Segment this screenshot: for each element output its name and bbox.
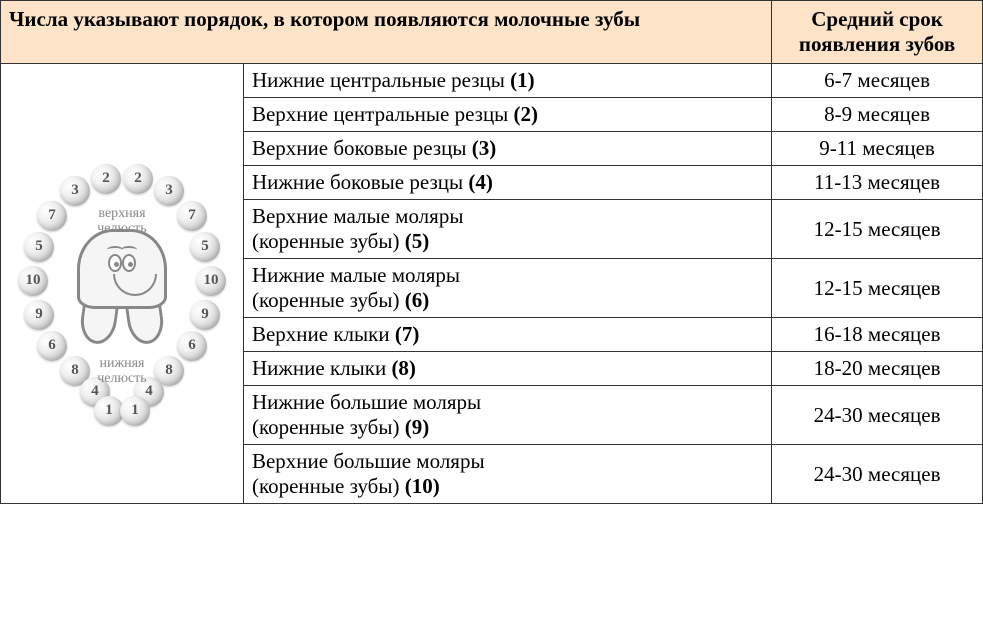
timing-cell: 11-13 месяцев — [772, 166, 983, 200]
tooth-icon — [67, 229, 177, 349]
lower-jaw-label: нижняячелюсть — [12, 356, 232, 387]
header-right: Средний срок появления зубов — [772, 1, 983, 64]
tooth-name-cell: Нижние малые моляры(коренные зубы) (6) — [243, 259, 771, 318]
tooth-number: (7) — [395, 322, 420, 346]
tooth-number: (5) — [405, 229, 430, 253]
tooth-name-cell: Верхние малые моляры(коренные зубы) (5) — [243, 200, 771, 259]
tooth-sub: (коренные зубы) — [252, 229, 399, 253]
timing-cell: 8-9 месяцев — [772, 98, 983, 132]
tooth-name-cell: Нижние клыки (8) — [243, 352, 771, 386]
tooth-name-cell: Нижние боковые резцы (4) — [243, 166, 771, 200]
tooth-number: (3) — [472, 136, 497, 160]
diagram-cell: 2233775510109966884411верхняячелюстьнижн… — [1, 64, 244, 504]
timing-cell: 9-11 месяцев — [772, 132, 983, 166]
order-bubble: 10 — [196, 266, 226, 296]
tooth-name-cell: Верхние большие моляры(коренные зубы) (1… — [243, 445, 771, 504]
tooth-sub: (коренные зубы) — [252, 474, 399, 498]
timing-cell: 16-18 месяцев — [772, 318, 983, 352]
order-bubble: 3 — [60, 176, 90, 206]
timing-cell: 12-15 месяцев — [772, 200, 983, 259]
timing-cell: 18-20 месяцев — [772, 352, 983, 386]
tooth-number: (8) — [391, 356, 416, 380]
tooth-name-cell: Верхние клыки (7) — [243, 318, 771, 352]
timing-cell: 6-7 месяцев — [772, 64, 983, 98]
tooth-number: (2) — [514, 102, 539, 126]
order-bubble: 1 — [120, 396, 150, 426]
tooth-name: Нижние большие моляры — [252, 390, 481, 414]
tooth-name-cell: Нижние большие моляры(коренные зубы) (9) — [243, 386, 771, 445]
tooth-name: Верхние большие моляры — [252, 449, 485, 473]
tooth-name: Нижние центральные резцы — [252, 68, 505, 92]
tooth-name-cell: Верхние боковые резцы (3) — [243, 132, 771, 166]
tooth-name: Нижние малые моляры — [252, 263, 460, 287]
header-left: Числа указывают порядок, в котором появл… — [1, 1, 772, 64]
order-bubble: 2 — [91, 164, 121, 194]
tooth-name: Нижние клыки — [252, 356, 386, 380]
timing-cell: 24-30 месяцев — [772, 386, 983, 445]
tooth-name: Верхние боковые резцы — [252, 136, 467, 160]
teeth-eruption-table: Числа указывают порядок, в котором появл… — [0, 0, 983, 504]
tooth-sub: (коренные зубы) — [252, 415, 399, 439]
order-bubble: 10 — [18, 266, 48, 296]
tooth-name: Верхние малые моляры — [252, 204, 463, 228]
tooth-number: (4) — [468, 170, 493, 194]
tooth-number: (6) — [405, 288, 430, 312]
tooth-name-cell: Нижние центральные резцы (1) — [243, 64, 771, 98]
order-bubble: 3 — [154, 176, 184, 206]
timing-cell: 12-15 месяцев — [772, 259, 983, 318]
tooth-name: Нижние боковые резцы — [252, 170, 463, 194]
tooth-sub: (коренные зубы) — [252, 288, 399, 312]
timing-cell: 24-30 месяцев — [772, 445, 983, 504]
order-bubble: 9 — [190, 300, 220, 330]
tooth-name: Верхние центральные резцы — [252, 102, 508, 126]
order-bubble: 2 — [123, 164, 153, 194]
header-row: Числа указывают порядок, в котором появл… — [1, 1, 983, 64]
tooth-number: (10) — [405, 474, 440, 498]
teeth-diagram: 2233775510109966884411верхняячелюстьнижн… — [12, 134, 232, 434]
order-bubble: 9 — [24, 300, 54, 330]
table-row: 2233775510109966884411верхняячелюстьнижн… — [1, 64, 983, 98]
tooth-number: (9) — [405, 415, 430, 439]
tooth-name-cell: Верхние центральные резцы (2) — [243, 98, 771, 132]
tooth-name: Верхние клыки — [252, 322, 390, 346]
tooth-number: (1) — [510, 68, 535, 92]
